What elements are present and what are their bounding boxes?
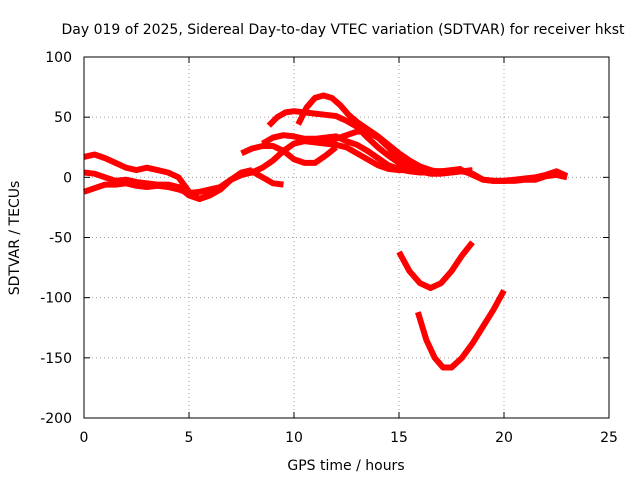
plot-frame (83, 56, 610, 419)
series-trace-11 (415, 288, 507, 371)
y-axis-label: SDTVAR / TECUs (7, 181, 23, 296)
y-tick-label: 0 (63, 170, 72, 186)
series-group (83, 92, 569, 371)
y-tick-label: -50 (49, 231, 72, 247)
x-tick-label: 20 (495, 430, 513, 446)
y-tick-label: -200 (40, 411, 72, 427)
y-tick-label: 100 (45, 50, 72, 66)
chart-title: Day 019 of 2025, Sidereal Day-to-day VTE… (62, 22, 625, 38)
x-tick-label: 15 (390, 430, 408, 446)
x-tick-label: 10 (285, 430, 303, 446)
x-tick-label: 0 (80, 430, 89, 446)
x-tick-label: 5 (185, 430, 194, 446)
x-tick-label: 25 (600, 430, 618, 446)
series-trace-9 (325, 128, 569, 184)
grid (84, 57, 609, 418)
series-trace-10 (396, 240, 475, 291)
y-tick-label: -100 (40, 291, 72, 307)
y-tick-label: 50 (54, 110, 72, 126)
y-tick-label: -150 (40, 351, 72, 367)
x-axis-label: GPS time / hours (287, 458, 404, 474)
series-trace-5 (240, 143, 338, 166)
axis-ticks: 0 5 10 15 20 25 -200 -150 -100 -50 0 50 100 (40, 50, 618, 446)
